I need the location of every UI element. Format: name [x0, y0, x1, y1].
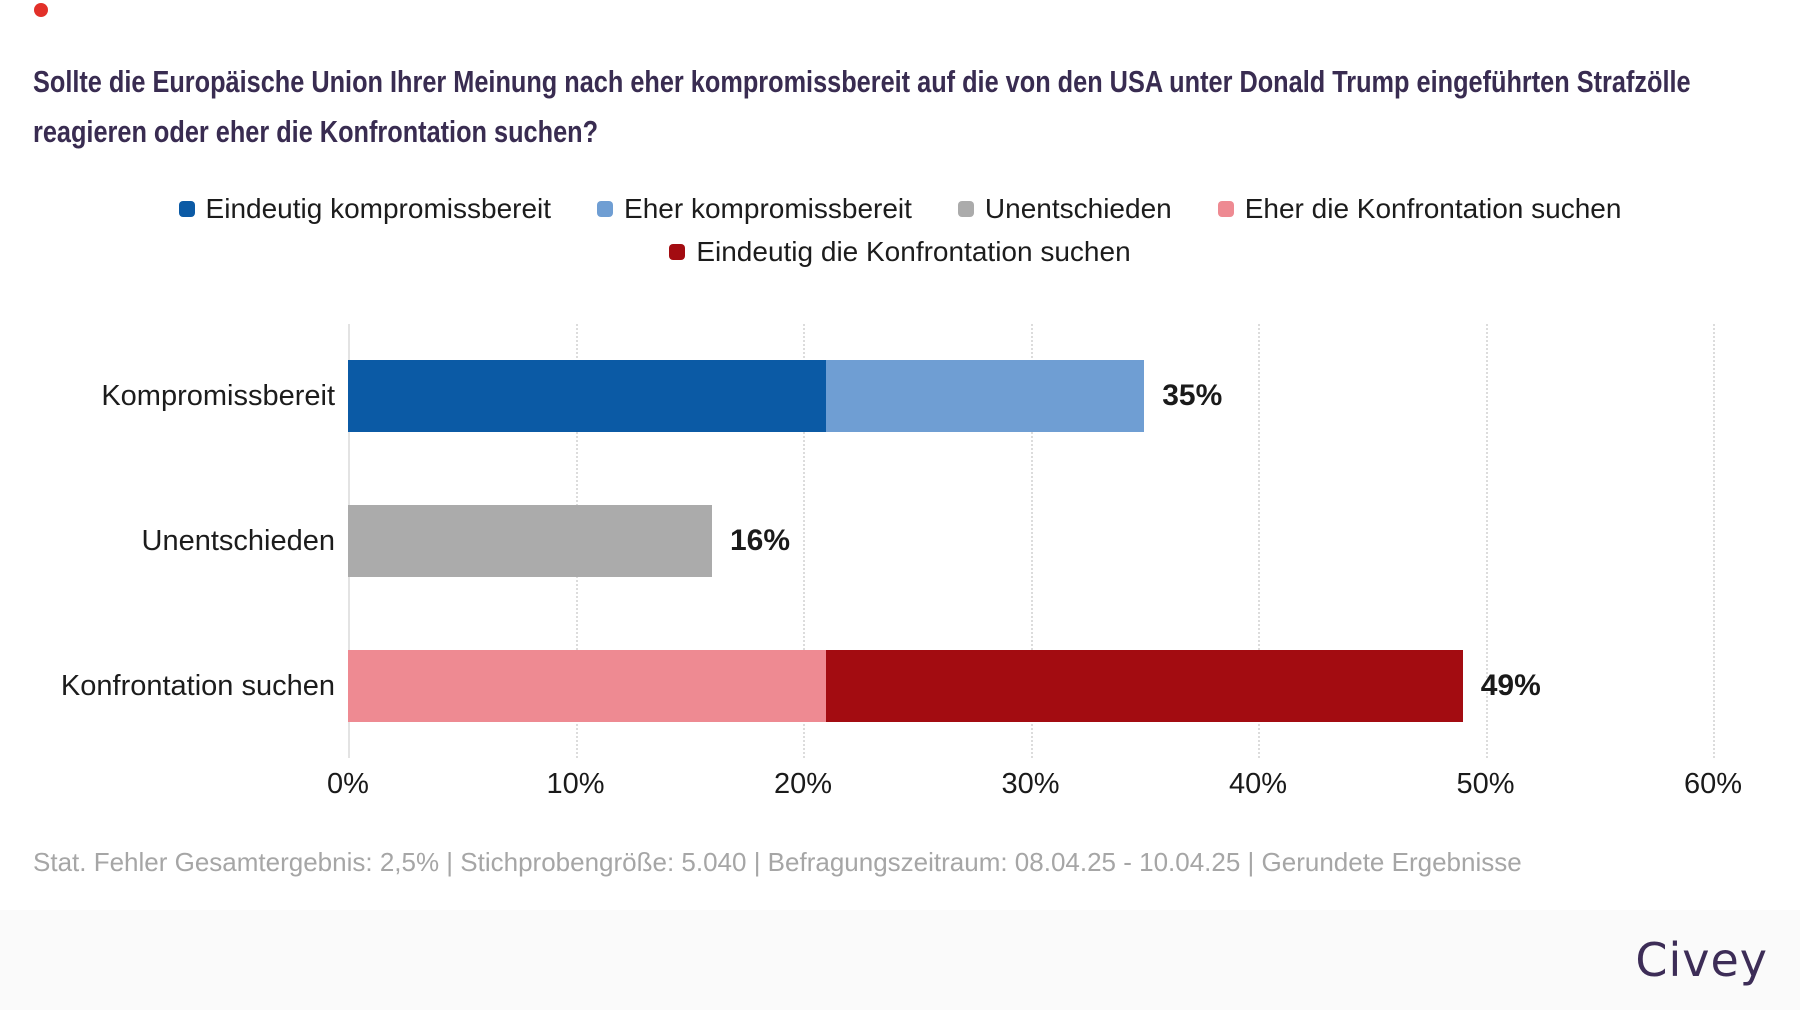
gridline — [1030, 324, 1033, 758]
bar-row — [348, 360, 1713, 432]
x-axis-tick-label: 50% — [1456, 768, 1515, 800]
gridline — [1713, 324, 1715, 758]
bar-chart-plot-area: 35% 16% 49% — [348, 324, 1715, 758]
legend-marker-icon — [178, 201, 195, 217]
bar-total-label: 35% — [1162, 379, 1223, 412]
bar-segment-eindeutig-die-konfrontation-suchen[interactable] — [825, 650, 1463, 722]
legend-item: Eindeutig kompromissbereit — [178, 193, 552, 225]
x-axis-tick-label: 30% — [1001, 768, 1060, 800]
category-labels: Kompromissbereit Unentschieden Konfrontati… — [60, 324, 335, 758]
legend-marker-icon — [597, 201, 614, 217]
legend-row: Eindeutig kompromissbereit Eher kompromis… — [178, 193, 1622, 225]
gridline — [803, 324, 805, 758]
legend-item: Unentschieden — [957, 193, 1172, 225]
x-axis-tick-label: 40% — [1228, 768, 1288, 800]
bar-row — [348, 650, 1713, 722]
category-label: Konfrontation suchen — [60, 670, 335, 702]
bar-segment-eher-die-konfrontation-suchen[interactable] — [348, 650, 826, 722]
legend-marker-icon — [957, 201, 974, 217]
bar-segment-eindeutig-kompromissbereit[interactable] — [348, 360, 826, 432]
gridline — [1258, 324, 1260, 758]
methodology-note: Stat. Fehler Gesamtergebnis: 2,5% | Stic… — [33, 847, 1522, 877]
bar-row — [348, 505, 1713, 577]
category-label: Unentschieden — [141, 525, 335, 557]
bar-total-label: 49% — [1480, 669, 1541, 702]
question-title: Sollte die Europäische Union Ihrer Meinu… — [33, 63, 1691, 149]
x-axis-labels: 0% 10% 20% 30% 40% 50% 60% — [327, 768, 1742, 802]
legend-item: Eher die Konfrontation suchen — [1217, 193, 1622, 225]
legend-marker-icon — [1217, 201, 1234, 217]
legend-item-label: Unentschieden — [984, 193, 1172, 224]
legend: Eindeutig kompromissbereit Eher kompromis… — [0, 193, 1800, 268]
x-axis-tick-label: 10% — [546, 768, 605, 800]
bar-segment-unentschieden[interactable] — [348, 505, 712, 577]
legend-item-label: Eher kompromissbereit — [624, 193, 912, 224]
brand-bar: Civey — [0, 910, 1800, 1010]
bar-segment-eher-kompromissbereit[interactable] — [825, 360, 1145, 432]
legend-row: Eindeutig die Konfrontation suchen — [669, 236, 1131, 268]
legend-marker-icon — [669, 244, 686, 260]
red-dot-icon — [34, 3, 48, 17]
legend-item-label: Eindeutig die Konfrontation suchen — [696, 236, 1131, 267]
bar-total-label: 16% — [729, 524, 791, 557]
legend-item: Eher kompromissbereit — [597, 193, 912, 225]
x-axis-tick-label: 0% — [327, 768, 369, 800]
legend-item: Eindeutig die Konfrontation suchen — [669, 236, 1131, 268]
gridline — [1485, 324, 1488, 758]
x-axis-tick-label: 20% — [773, 768, 833, 800]
x-axis-tick-label: 60% — [1683, 768, 1743, 800]
legend-item-label: Eher die Konfrontation suchen — [1244, 193, 1622, 224]
category-label: Kompromissbereit — [101, 380, 335, 412]
legend-item-label: Eindeutig kompromissbereit — [205, 193, 552, 224]
civey-logo[interactable]: Civey — [1635, 933, 1768, 987]
